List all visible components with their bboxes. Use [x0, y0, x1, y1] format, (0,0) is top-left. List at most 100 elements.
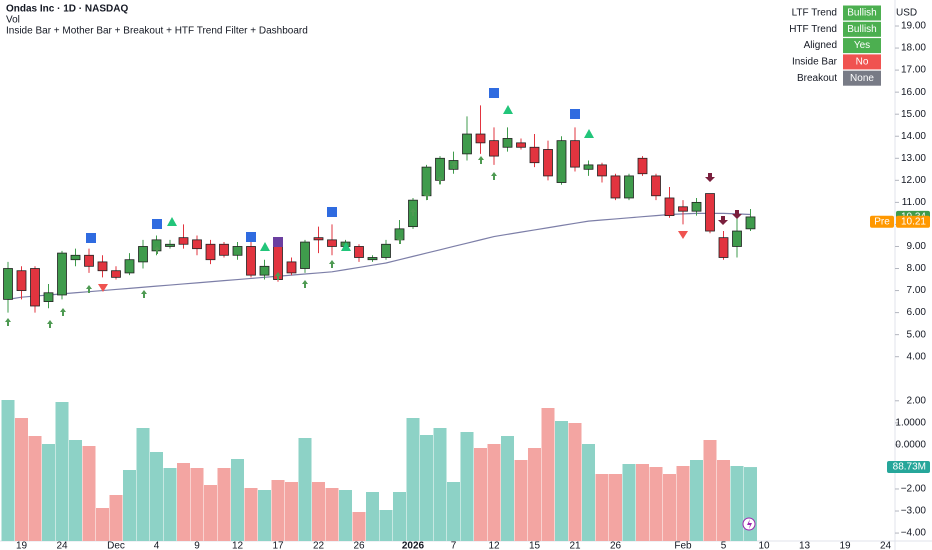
candle-body [637, 157, 648, 175]
volume-bar [528, 448, 541, 541]
volume-bar [487, 444, 501, 541]
dashboard-cell [843, 54, 881, 70]
candle-body [543, 149, 553, 177]
y-tick-label: 2.00 [907, 395, 927, 406]
y-tick-label: 17.00 [901, 65, 926, 76]
x-tick-label: 10 [758, 541, 770, 550]
volume-badge [887, 461, 930, 474]
dashboard-cell [843, 5, 881, 21]
x-tick-label: 26 [610, 541, 622, 550]
candle-body [124, 259, 135, 274]
candle-body [664, 197, 675, 217]
candle-body [286, 261, 297, 274]
candle-body [313, 237, 324, 241]
volume-bar [730, 466, 744, 541]
y-tick-label: 5.00 [907, 329, 927, 340]
candle-body [475, 133, 486, 144]
y-tick-label: 12.00 [901, 175, 926, 186]
volume-bar [568, 423, 582, 541]
dashboard-value: None [850, 73, 874, 84]
x-tick-label: 7 [451, 541, 457, 550]
dashboard-label: HTF Trend [789, 24, 837, 35]
candle-body [232, 246, 243, 256]
x-tick-label: 12 [232, 541, 244, 550]
volume-bar [690, 460, 703, 541]
volume-bar [1, 400, 15, 541]
candle-body [300, 241, 310, 269]
candle-body [529, 146, 540, 164]
volume-bar [96, 508, 109, 541]
dashboard-label: Inside Bar [792, 57, 838, 68]
volume-bar [366, 492, 379, 541]
candle-body [354, 246, 364, 258]
candle-body [97, 261, 108, 272]
volume-bar [123, 470, 136, 541]
candle-body [610, 175, 621, 199]
moving-average [7, 212, 751, 300]
volume-bar [204, 485, 217, 541]
volume-bar [474, 448, 487, 541]
volume-bar [177, 463, 190, 541]
dashboard-cell [843, 38, 881, 54]
volume-bar [136, 428, 150, 541]
candle-body [745, 216, 756, 230]
volume-bar [555, 421, 568, 541]
candle-body [516, 142, 526, 148]
dashboard-value: Bullish [847, 24, 876, 35]
x-tick-label: 5 [721, 541, 727, 550]
candle-body [178, 237, 189, 245]
x-tick-label: 13 [799, 541, 811, 550]
volume-bar [244, 488, 258, 541]
volume-bar [217, 468, 231, 541]
alert-icon-bolt [747, 519, 752, 529]
x-tick-label: 21 [569, 541, 581, 550]
y-tick-label: 18.00 [901, 43, 926, 54]
candle-body [556, 140, 567, 183]
chart-title: Ondas Inc · 1D · NASDAQ [6, 4, 128, 15]
x-tick-label: 2026 [402, 541, 425, 550]
volume-bar [582, 444, 595, 541]
y-tick-label: 7.00 [907, 285, 927, 296]
y-tick-label: 0.0000 [895, 440, 926, 451]
inside-square [273, 237, 283, 247]
volume-bar [541, 408, 555, 541]
y-tick-label: −3.00 [901, 506, 927, 517]
candle-body [570, 140, 580, 168]
y-tick-label: 14.00 [901, 131, 926, 142]
pre-label: Pre [874, 216, 890, 227]
candle-body [84, 254, 94, 267]
candle-body [16, 270, 27, 291]
volume-bar [420, 435, 433, 541]
pre-badge [870, 215, 894, 228]
candle-body [205, 243, 216, 261]
candle-body [3, 268, 13, 300]
x-tick-label: 19 [16, 541, 28, 550]
y-tick-label: 6.00 [907, 307, 927, 318]
volume-bar [271, 480, 285, 541]
volume-bar [150, 452, 163, 541]
volume-badge-label: 88.73M [893, 462, 926, 473]
volume-bar [447, 482, 460, 541]
volume-bar [379, 510, 393, 541]
volume-bar [28, 436, 42, 541]
volume-bar [190, 468, 204, 541]
volume-bar [15, 418, 28, 541]
x-tick-label: Feb [674, 541, 692, 550]
candle-body [462, 133, 472, 155]
candle-body [30, 268, 40, 307]
volume-bar [285, 482, 298, 541]
volume-bar [595, 474, 609, 541]
arrow-down [705, 173, 742, 225]
y-tick-label: 4.00 [907, 351, 927, 362]
dashboard-value: No [856, 57, 869, 68]
candle-body [43, 292, 54, 302]
y-tick-label: 8.00 [907, 263, 927, 274]
volume-bar [42, 444, 55, 541]
volume-bar [649, 467, 663, 541]
dashboard-value: Yes [854, 40, 870, 51]
volume-bar [325, 488, 339, 541]
x-tick-label: 19 [839, 541, 851, 550]
volume-bar [352, 512, 366, 541]
candle-body [246, 246, 256, 276]
candle-body [219, 243, 229, 256]
